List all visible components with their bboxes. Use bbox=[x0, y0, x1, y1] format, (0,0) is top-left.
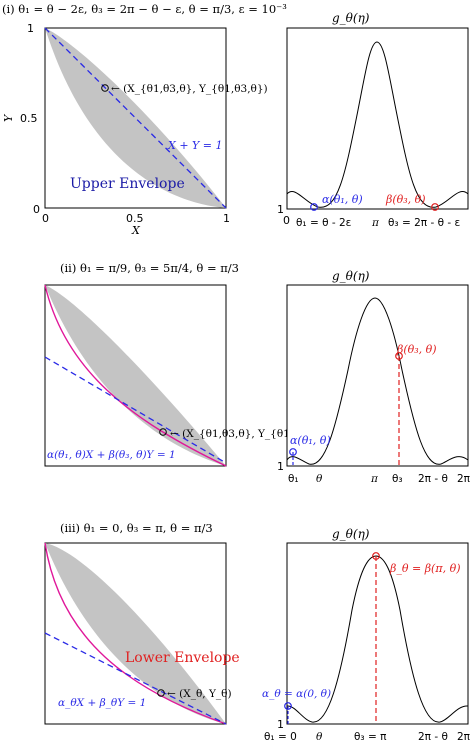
region-plot-ii: ← (X_{θ1,θ3,θ}, Y_{θ1,θ3,θ}) α(θ₁, θ)X +… bbox=[44, 284, 327, 467]
alpha-marker bbox=[310, 203, 318, 211]
point-label: ← (X_θ, Y_θ) bbox=[167, 688, 232, 700]
region-plot-i: ← (X_{θ1,θ3,θ}, Y_{θ1,θ3,θ}) X + Y = 1 U… bbox=[2, 22, 268, 237]
tangent-point bbox=[157, 689, 165, 697]
plot-title: g_θ(η) bbox=[332, 527, 370, 541]
y-tick: 0.5 bbox=[20, 112, 38, 125]
tangent-line bbox=[44, 356, 227, 464]
x-tick: 0 bbox=[42, 212, 49, 225]
line-label: α_θX + β_θY = 1 bbox=[58, 697, 146, 709]
plot-title: g_θ(η) bbox=[332, 269, 370, 283]
beta-label: β_θ = β(π, θ) bbox=[389, 562, 460, 575]
y-axis-label: Y bbox=[2, 113, 15, 122]
axes-box bbox=[286, 27, 469, 210]
caption-ii: (ii) θ₁ = π/9, θ₃ = 5π/4, θ = π/3 bbox=[60, 261, 239, 275]
x-tick: 2π - θ bbox=[418, 473, 448, 485]
beta-marker bbox=[372, 552, 380, 560]
x-tick: θ₃ = 2π - θ - ε bbox=[388, 217, 460, 229]
x-axis-label: X bbox=[131, 224, 141, 237]
beta-label: β(θ₃, θ) bbox=[396, 343, 437, 356]
alpha-marker bbox=[284, 702, 292, 710]
x-tick: θ bbox=[316, 731, 323, 743]
line-label: α(θ₁, θ)X + β(θ₃, θ)Y = 1 bbox=[47, 449, 176, 461]
x-tick: 2π bbox=[457, 731, 471, 743]
x-tick: θ₁ bbox=[288, 473, 299, 485]
alpha-label: α_θ = α(0, θ) bbox=[262, 688, 331, 700]
g-plot-iii: g_θ(η) α_θ = α(0, θ) β_θ = β(π, θ) 1 θ₁ … bbox=[262, 527, 471, 743]
axes-box bbox=[286, 284, 469, 467]
point-label: ← (X_{θ1,θ3,θ}, Y_{θ1,θ3,θ}) bbox=[111, 83, 268, 95]
y-tick: 1 bbox=[27, 22, 34, 35]
envelope-curve bbox=[44, 542, 227, 725]
x-tick: θ bbox=[316, 473, 323, 485]
x-tick: 2π bbox=[457, 473, 471, 485]
alpha-marker bbox=[289, 448, 297, 456]
feasible-region bbox=[45, 543, 226, 724]
y-tick: 0 bbox=[33, 203, 40, 216]
g-plot-i: g_θ(η) α(θ₁, θ) β(θ₃, θ) 1 0 θ₁ = θ - 2ε… bbox=[277, 11, 469, 229]
x-tick: 0 bbox=[283, 214, 290, 227]
x-tick: θ₁ = 0 bbox=[264, 731, 297, 743]
beta-marker bbox=[431, 203, 439, 211]
tangent-point bbox=[101, 84, 109, 92]
feasible-region bbox=[45, 285, 226, 466]
axes-box bbox=[286, 542, 469, 725]
beta-marker bbox=[395, 352, 403, 360]
alpha-label: α(θ₁, θ) bbox=[322, 193, 363, 206]
caption-i: (i) θ₁ = θ − 2ε, θ₃ = 2π − θ − ε, θ = π/… bbox=[2, 2, 287, 16]
g-curve bbox=[286, 41, 469, 208]
beta-label: β(θ₃, θ) bbox=[385, 193, 426, 206]
tangent-line bbox=[44, 632, 227, 725]
tangent-point bbox=[159, 428, 167, 436]
g-curve bbox=[286, 297, 469, 465]
x-tick: θ₃ bbox=[392, 473, 403, 485]
x-tick: 2π - θ bbox=[418, 731, 448, 743]
plot-title: g_θ(η) bbox=[332, 11, 370, 25]
x-tick: θ₃ = π bbox=[354, 731, 387, 743]
x-tick: π bbox=[370, 473, 379, 485]
y-tick: 1 bbox=[277, 460, 284, 473]
region-plot-iii: ← (X_θ, Y_θ) Lower Envelope α_θX + β_θY … bbox=[44, 542, 240, 725]
envelope-label: Lower Envelope bbox=[125, 650, 240, 666]
tangent-line bbox=[44, 27, 227, 209]
x-tick: 1 bbox=[223, 212, 230, 225]
line-label: X + Y = 1 bbox=[167, 139, 223, 152]
y-tick: 1 bbox=[277, 203, 284, 216]
alpha-label: α(θ₁, θ) bbox=[290, 434, 331, 447]
y-tick: 1 bbox=[277, 718, 284, 731]
envelope-curve bbox=[44, 284, 227, 467]
x-tick: π bbox=[371, 217, 380, 229]
x-tick: 0.5 bbox=[126, 212, 144, 225]
x-tick: θ₁ = θ - 2ε bbox=[296, 217, 351, 229]
g-plot-ii: g_θ(η) α(θ₁, θ) β(θ₃, θ) 1 θ₁ θ π θ₃ 2π … bbox=[277, 269, 471, 485]
envelope-label: Upper Envelope bbox=[70, 176, 185, 192]
caption-iii: (iii) θ₁ = 0, θ₃ = π, θ = π/3 bbox=[60, 521, 213, 535]
